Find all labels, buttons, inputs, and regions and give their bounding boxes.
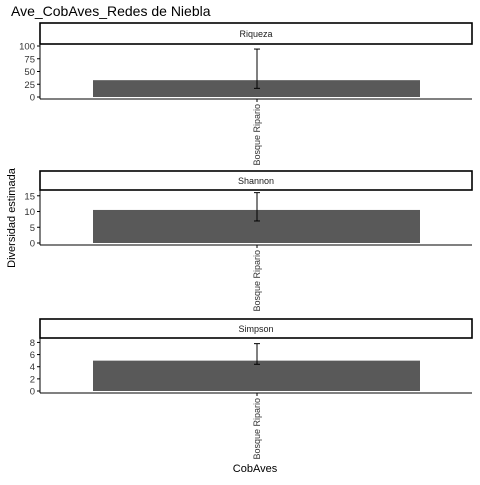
y-tick-label: 2: [30, 374, 35, 385]
x-tick-label: Bosque Ripario: [252, 398, 262, 460]
y-tick-label: 15: [24, 191, 35, 202]
x-axis-title: CobAves: [233, 463, 278, 475]
bar: [93, 360, 420, 391]
facet-strip-label: Riqueza: [239, 29, 272, 39]
facet-strip: [39, 170, 473, 191]
y-tick-label: 50: [24, 67, 35, 78]
y-tick-label: 75: [24, 54, 35, 65]
y-axis-title: Diversidad estimada: [6, 167, 18, 268]
y-tick-label: 100: [19, 42, 35, 53]
x-tick-label: Bosque Ripario: [252, 250, 262, 312]
facet-strip: [39, 22, 473, 45]
facet-strip: [39, 318, 473, 339]
y-tick-label: 0: [30, 387, 35, 398]
y-tick-label: 6: [30, 350, 35, 361]
chart-title: Ave_CobAves_Redes de Niebla: [11, 3, 211, 19]
y-tick-label: 4: [30, 362, 35, 373]
facet-strip-label: Simpson: [238, 324, 273, 334]
y-tick-label: 8: [30, 338, 35, 349]
y-tick-label: 10: [24, 207, 35, 218]
y-tick-label: 0: [30, 93, 35, 104]
x-tick-label: Bosque Ripario: [252, 104, 262, 166]
y-tick-label: 5: [30, 223, 35, 234]
facet-panel: Shannon 0 5 10 15 Bosque Ripario: [24, 170, 473, 312]
y-tick-label: 25: [24, 80, 35, 91]
facet-strip-label: Shannon: [238, 176, 274, 186]
y-tick-label: 0: [30, 239, 35, 250]
